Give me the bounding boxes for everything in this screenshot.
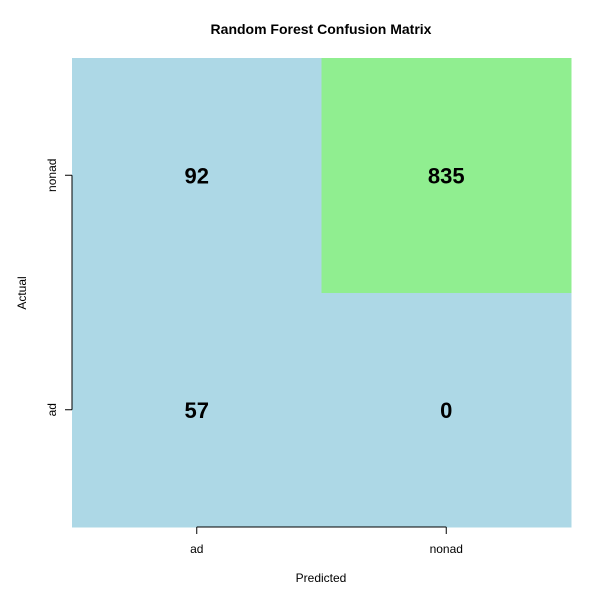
y-tick-label-ad: ad (45, 403, 59, 416)
x-tick-label-nonad: nonad (430, 542, 463, 556)
cell-value-ad-nonad: 0 (440, 398, 452, 423)
cell-ad-ad (72, 292, 322, 528)
cell-ad-nonad (321, 292, 572, 528)
x-axis-title: Predicted (296, 571, 347, 585)
cell-value-nonad-ad: 92 (185, 163, 209, 188)
cell-value-nonad-nonad: 835 (428, 163, 465, 188)
cells-layer: 57 0 92 835 (72, 58, 572, 528)
axis-layer: ad nonad ad nonad (45, 159, 463, 556)
y-tick-label-nonad: nonad (45, 159, 59, 192)
cell-nonad-nonad (321, 58, 572, 293)
x-tick-label-ad: ad (190, 542, 203, 556)
chart-title: Random Forest Confusion Matrix (211, 21, 432, 37)
cell-value-ad-ad: 57 (185, 398, 209, 423)
cell-nonad-ad (72, 58, 322, 293)
y-axis-title: Actual (15, 276, 29, 309)
